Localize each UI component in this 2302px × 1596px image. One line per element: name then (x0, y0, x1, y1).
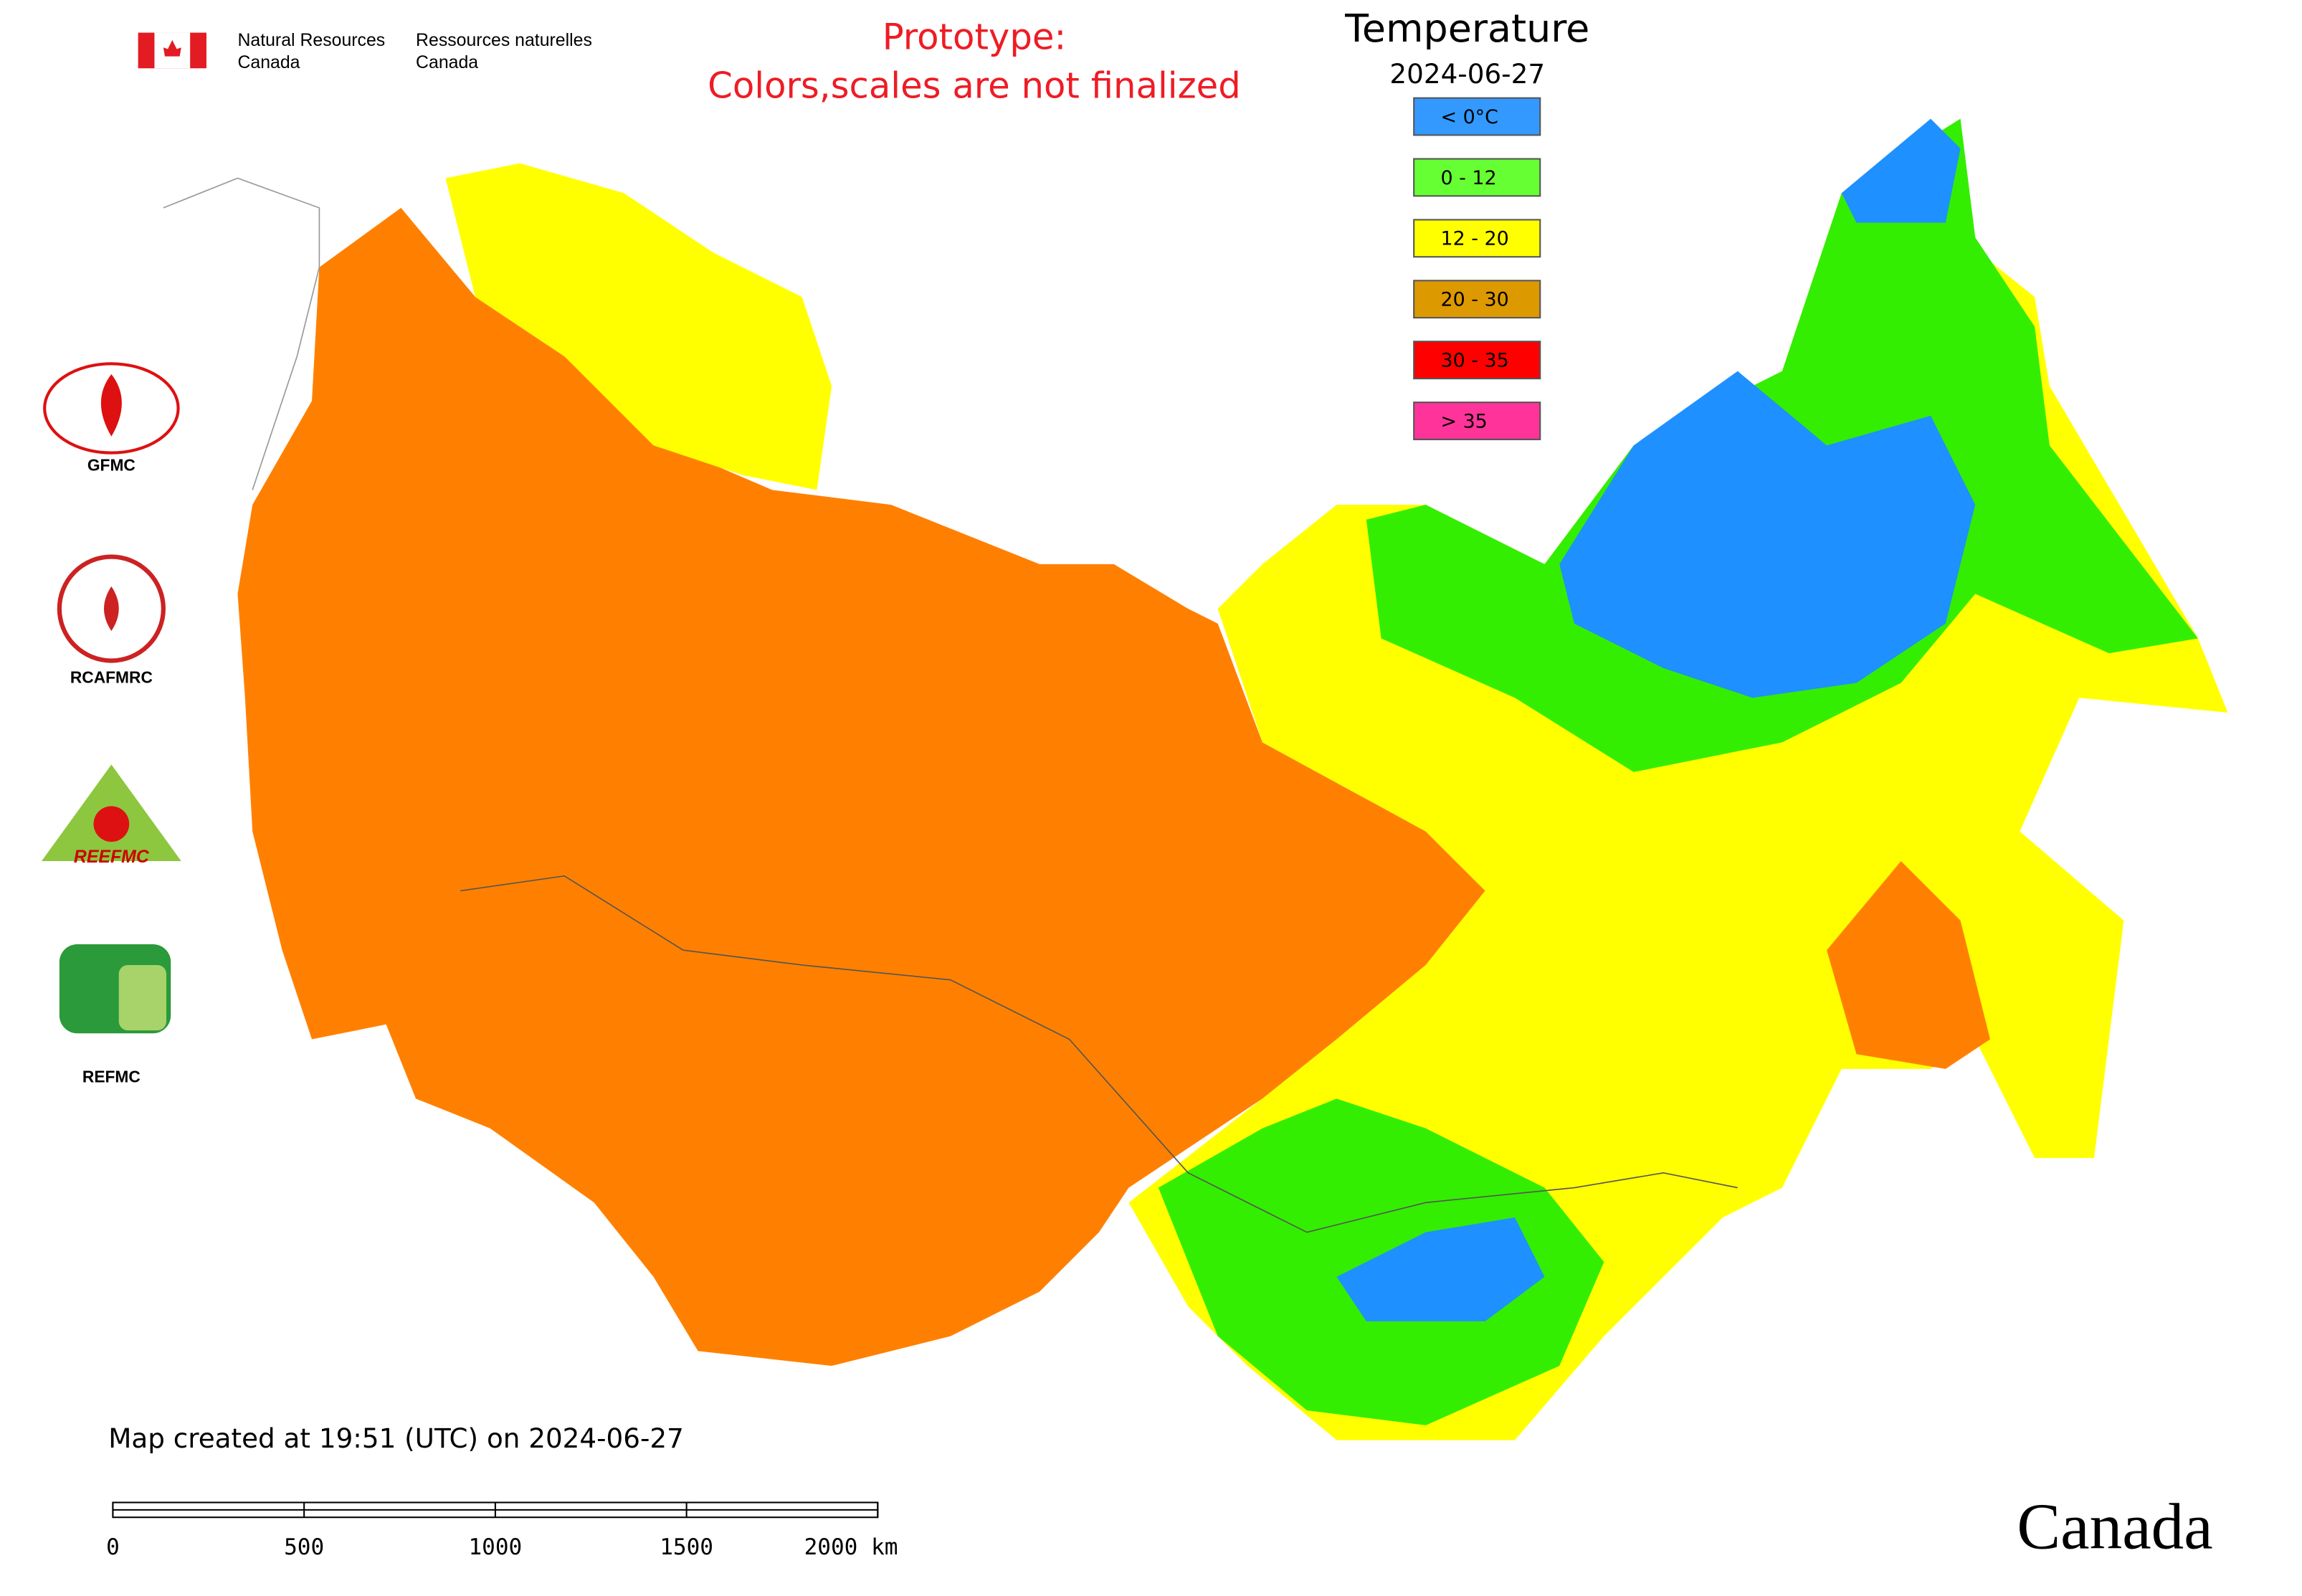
agency-en: Natural Resources (237, 31, 385, 50)
map-regions (163, 118, 2228, 1440)
scale-label: 500 (284, 1534, 324, 1560)
scale-label: 0 (106, 1534, 120, 1560)
canada-wordmark: Canada (2017, 1491, 2212, 1563)
created-note: Map created at 19:51 (UTC) on 2024-06-27 (108, 1422, 684, 1454)
legend-swatch (1413, 219, 1541, 258)
logo-label: REEFMC (74, 847, 150, 867)
legend-label: 0 - 12 (1440, 167, 1496, 189)
legend-label: 20 - 30 (1440, 289, 1508, 311)
legend-label: 30 - 35 (1440, 349, 1508, 371)
agency-fr: Canada (416, 53, 478, 72)
agency-en: Canada (237, 53, 300, 72)
legend-label: 12 - 20 (1440, 228, 1508, 250)
legend-title: Temperature (1344, 6, 1589, 51)
logos (42, 362, 181, 1034)
canada-flag (138, 32, 206, 69)
legend-swatch (1413, 97, 1541, 136)
scale-label: 2000 km (804, 1534, 898, 1560)
logo-label: RCAFMRC (70, 668, 153, 687)
legend-swatch (1413, 158, 1541, 197)
legend-label: < 0°C (1440, 106, 1498, 128)
scale-label: 1000 (468, 1534, 522, 1560)
logo-label: GFMC (87, 455, 135, 474)
agency-fr: Ressources naturelles (416, 31, 592, 50)
scale-label: 1500 (660, 1534, 713, 1560)
legend: < 0°C 0 - 12 12 - 20 20 - 30 30 - 35 > 35 (1413, 97, 1541, 440)
logo-label: REFMC (82, 1068, 141, 1086)
legend-swatch (1413, 402, 1541, 440)
legend-label: > 35 (1440, 410, 1487, 432)
legend-swatch (1413, 280, 1541, 319)
notice: Colors,scales are not finalized (708, 65, 1241, 107)
legend-date: 2024-06-27 (1389, 58, 1545, 90)
scale-bar: 0 500 1000 1500 2000 km (106, 1501, 898, 1560)
notice: Prototype: (883, 16, 1067, 57)
legend-swatch (1413, 341, 1541, 380)
